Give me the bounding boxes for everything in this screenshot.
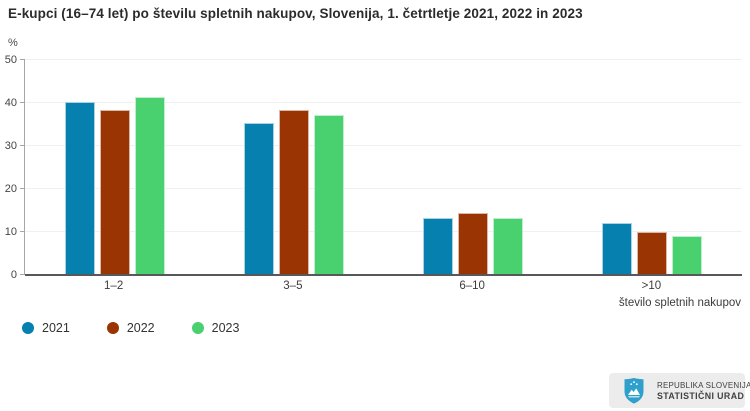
slovenia-coat-of-arms-icon bbox=[624, 377, 644, 404]
legend-label-2022: 2022 bbox=[126, 321, 155, 335]
x-axis-baseline bbox=[25, 274, 742, 276]
y-tick-label-10: 10 bbox=[4, 226, 17, 238]
category-label-3: 6–10 bbox=[459, 280, 485, 292]
bar-group-1 bbox=[25, 60, 204, 275]
y-tick-label-30: 30 bbox=[4, 140, 17, 152]
category-label-1: 1–2 bbox=[104, 280, 124, 292]
y-tick-mark-50 bbox=[20, 59, 25, 60]
bar-2023->10[interactable] bbox=[672, 235, 703, 275]
y-axis-unit-label: % bbox=[8, 37, 18, 49]
legend-dot-2021 bbox=[22, 322, 34, 334]
gridline-40 bbox=[25, 102, 742, 103]
legend-label-2021: 2021 bbox=[42, 321, 70, 335]
gridline-20 bbox=[25, 188, 742, 189]
bar-2022->10[interactable] bbox=[637, 231, 668, 275]
bar-group-3 bbox=[384, 60, 563, 275]
bar-2023-1–2[interactable] bbox=[134, 96, 165, 275]
bar-2022-3–5[interactable] bbox=[278, 109, 309, 275]
bar-2023-6–10[interactable] bbox=[493, 218, 524, 275]
x-axis-title: število spletnih nakupov bbox=[618, 297, 741, 309]
legend-item-2021[interactable]: 2021 bbox=[22, 321, 70, 335]
y-tick-mark-40 bbox=[20, 102, 25, 103]
y-tick-label-50: 50 bbox=[4, 54, 17, 66]
category-labels-row: 1–2 3–5 6–10 >10 bbox=[24, 280, 741, 292]
y-tick-mark-30 bbox=[20, 145, 25, 146]
bar-2022-1–2[interactable] bbox=[99, 110, 130, 275]
plot-area: 0 10 20 30 40 50 bbox=[5, 54, 742, 281]
bar-2021->10[interactable] bbox=[602, 222, 633, 275]
y-tick-mark-0 bbox=[20, 274, 25, 275]
y-tick-label-20: 20 bbox=[4, 183, 17, 195]
bar-2022-6–10[interactable] bbox=[458, 213, 489, 275]
legend-dot-2023 bbox=[191, 322, 204, 334]
logo-text: REPUBLIKA SLOVENIJA STATISTIČNI URAD bbox=[657, 381, 750, 401]
legend: 2021 2022 2023 bbox=[22, 321, 239, 335]
bar-2023-3–5[interactable] bbox=[313, 114, 344, 275]
statistical-office-logo: REPUBLIKA SLOVENIJA STATISTIČNI URAD bbox=[609, 373, 750, 408]
bar-2021-3–5[interactable] bbox=[243, 123, 274, 275]
category-label-4: >10 bbox=[641, 280, 662, 292]
gridline-50 bbox=[25, 59, 742, 60]
legend-label-2023: 2023 bbox=[211, 321, 240, 335]
bar-2021-6–10[interactable] bbox=[423, 217, 454, 275]
legend-item-2022[interactable]: 2022 bbox=[106, 321, 155, 335]
chart-title: E-kupci (16–74 let) po številu spletnih … bbox=[8, 6, 583, 21]
y-tick-label-0: 0 bbox=[10, 269, 17, 281]
legend-item-2023[interactable]: 2023 bbox=[191, 321, 240, 335]
gridline-30 bbox=[25, 145, 742, 146]
bar-group-4 bbox=[563, 60, 742, 275]
category-label-2: 3–5 bbox=[283, 280, 303, 292]
y-tick-label-40: 40 bbox=[4, 97, 17, 109]
logo-line-republika-slovenija: REPUBLIKA SLOVENIJA bbox=[657, 380, 750, 390]
bar-group-2 bbox=[204, 60, 383, 275]
bar-groups-container bbox=[25, 60, 742, 275]
gridline-10 bbox=[25, 231, 742, 232]
logo-line-statisticni-urad: STATISTIČNI URAD bbox=[657, 390, 745, 401]
y-tick-mark-20 bbox=[20, 188, 25, 189]
bar-2021-1–2[interactable] bbox=[64, 101, 95, 275]
legend-dot-2022 bbox=[106, 322, 119, 334]
y-tick-mark-10 bbox=[20, 231, 25, 232]
